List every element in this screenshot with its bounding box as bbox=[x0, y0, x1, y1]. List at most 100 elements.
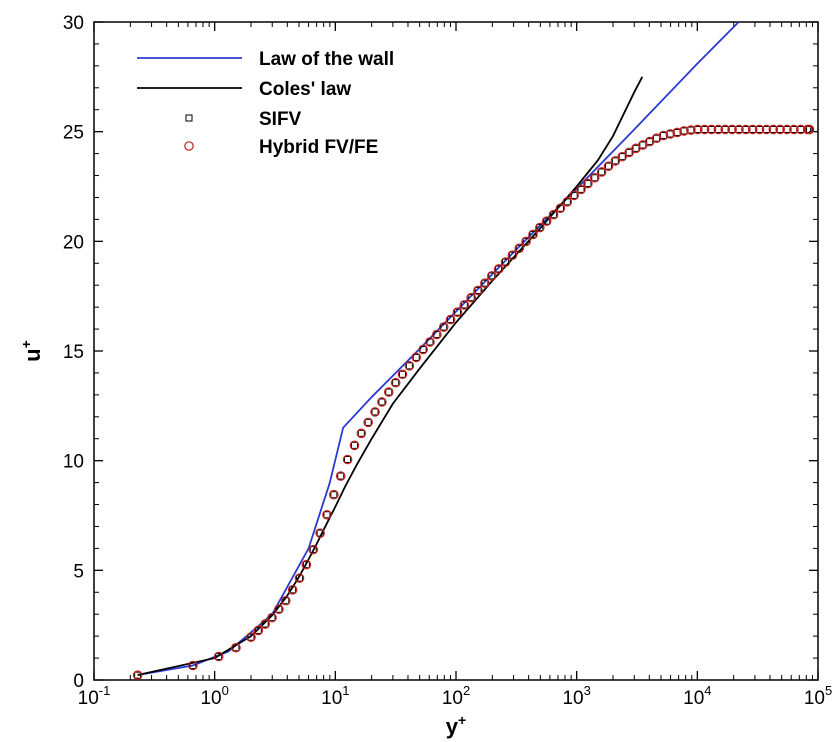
data-point-hybrid-fv-fe bbox=[213, 651, 224, 662]
data-point-hybrid-fv-fe bbox=[287, 585, 298, 595]
data-point-sifv bbox=[364, 418, 372, 426]
data-point-hybrid-fv-fe bbox=[246, 632, 256, 643]
y-tick-label: 25 bbox=[63, 123, 84, 144]
data-point-hybrid-fv-fe bbox=[528, 229, 538, 240]
data-point-sifv bbox=[371, 408, 379, 416]
data-point-hybrid-fv-fe bbox=[132, 670, 143, 680]
data-point-hybrid-fv-fe bbox=[665, 129, 676, 139]
x-tick-label: 10-1 bbox=[78, 683, 111, 709]
data-point-hybrid-fv-fe bbox=[425, 337, 435, 347]
data-point-sifv bbox=[522, 237, 530, 245]
data-point-hybrid-fv-fe bbox=[473, 285, 483, 296]
data-point-hybrid-fv-fe bbox=[260, 619, 270, 629]
data-point-sifv bbox=[426, 338, 434, 346]
y-tick-label: 5 bbox=[73, 561, 84, 582]
data-point-hybrid-fv-fe bbox=[322, 509, 332, 520]
data-point-hybrid-fv-fe bbox=[672, 127, 682, 138]
data-point-sifv bbox=[350, 441, 358, 449]
data-point-sifv bbox=[337, 472, 345, 480]
data-point-hybrid-fv-fe bbox=[377, 397, 387, 407]
data-point-hybrid-fv-fe bbox=[535, 222, 545, 233]
data-point-hybrid-fv-fe bbox=[686, 125, 696, 135]
data-point-hybrid-fv-fe bbox=[603, 161, 614, 171]
data-point-hybrid-fv-fe bbox=[713, 124, 724, 135]
data-point-hybrid-fv-fe bbox=[555, 203, 566, 214]
data-point-hybrid-fv-fe bbox=[363, 417, 373, 428]
data-point-sifv bbox=[232, 644, 240, 652]
data-point-sifv bbox=[289, 586, 297, 594]
data-point-hybrid-fv-fe bbox=[432, 329, 442, 340]
data-point-hybrid-fv-fe bbox=[370, 407, 380, 417]
data-point-hybrid-fv-fe bbox=[720, 124, 731, 135]
data-point-hybrid-fv-fe bbox=[459, 300, 470, 310]
data-point-sifv bbox=[254, 626, 262, 634]
y-axis-title: u+ bbox=[18, 340, 45, 362]
series-law-of-the-wall bbox=[137, 22, 740, 676]
data-point-hybrid-fv-fe bbox=[610, 156, 621, 166]
data-point-hybrid-fv-fe bbox=[253, 625, 264, 636]
data-point-sifv bbox=[134, 671, 142, 679]
data-point-sifv bbox=[605, 162, 613, 170]
data-point-hybrid-fv-fe bbox=[804, 124, 815, 135]
data-point-sifv bbox=[405, 362, 413, 370]
data-point-hybrid-fv-fe bbox=[699, 124, 710, 135]
x-tick-label: 101 bbox=[321, 683, 349, 709]
data-point-sifv bbox=[399, 370, 407, 378]
data-point-sifv bbox=[556, 204, 564, 212]
plot-frame bbox=[93, 21, 819, 681]
data-point-sifv bbox=[536, 224, 544, 232]
legend-label: Coles' law bbox=[259, 79, 351, 100]
series-coles-law bbox=[137, 76, 644, 676]
data-point-sifv bbox=[385, 388, 393, 396]
data-point-sifv bbox=[502, 258, 510, 266]
data-point-sifv bbox=[453, 308, 461, 316]
legend-item-hybrid-fv-fe: Hybrid FV/FE bbox=[184, 137, 378, 158]
x-tick-label: 104 bbox=[683, 683, 711, 709]
y-tick-label: 20 bbox=[63, 232, 84, 253]
axis-tick-labels: 10-1 100 101 102 103 104 105 0 5 10 15 20 25 30 bbox=[63, 13, 832, 709]
data-point-sifv bbox=[488, 272, 496, 280]
data-point-hybrid-fv-fe bbox=[734, 124, 744, 135]
data-point-hybrid-fv-fe bbox=[294, 573, 305, 583]
data-point-hybrid-fv-fe bbox=[438, 322, 449, 332]
x-axis-title: y+ bbox=[446, 712, 466, 739]
data-point-sifv bbox=[419, 345, 427, 353]
data-point-sifv bbox=[570, 191, 578, 199]
data-point-hybrid-fv-fe bbox=[493, 264, 504, 274]
data-point-hybrid-fv-fe bbox=[280, 595, 291, 606]
data-point-sifv bbox=[611, 157, 619, 165]
legend-swatch bbox=[184, 141, 194, 151]
data-point-sifv bbox=[323, 511, 331, 519]
data-point-sifv bbox=[591, 174, 599, 182]
data-point-hybrid-fv-fe bbox=[589, 172, 600, 183]
data-point-sifv bbox=[309, 546, 317, 554]
data-point-hybrid-fv-fe bbox=[583, 178, 593, 189]
data-point-hybrid-fv-fe bbox=[596, 167, 607, 177]
data-point-hybrid-fv-fe bbox=[514, 243, 525, 254]
data-point-sifv bbox=[474, 286, 482, 294]
y-axis-title-sup: + bbox=[18, 340, 34, 348]
x-axis-title-sup: + bbox=[458, 712, 466, 728]
data-point-sifv bbox=[344, 455, 352, 463]
y-tick-label: 10 bbox=[63, 452, 84, 473]
data-point-hybrid-fv-fe bbox=[397, 369, 408, 380]
data-point-sifv bbox=[268, 614, 276, 622]
legend-label: Hybrid FV/FE bbox=[259, 137, 378, 158]
data-point-sifv bbox=[687, 126, 695, 134]
data-point-hybrid-fv-fe bbox=[576, 184, 586, 195]
data-point-sifv bbox=[515, 244, 523, 252]
y-tick-label: 30 bbox=[63, 13, 84, 34]
series-sifv bbox=[134, 125, 813, 679]
legend-item-sifv: SIFV bbox=[185, 109, 302, 130]
data-point-hybrid-fv-fe bbox=[466, 292, 476, 303]
data-point-hybrid-fv-fe bbox=[548, 209, 559, 220]
data-point-sifv bbox=[275, 605, 283, 613]
data-point-hybrid-fv-fe bbox=[404, 361, 415, 371]
data-point-hybrid-fv-fe bbox=[411, 352, 422, 363]
data-point-hybrid-fv-fe bbox=[500, 257, 511, 267]
legend: Law of the wall Coles' law SIFV Hybrid FV/F… bbox=[137, 49, 394, 158]
legend-item-coles-law: Coles' law bbox=[137, 79, 351, 100]
data-point-hybrid-fv-fe bbox=[747, 124, 758, 135]
data-point-hybrid-fv-fe bbox=[383, 387, 394, 397]
